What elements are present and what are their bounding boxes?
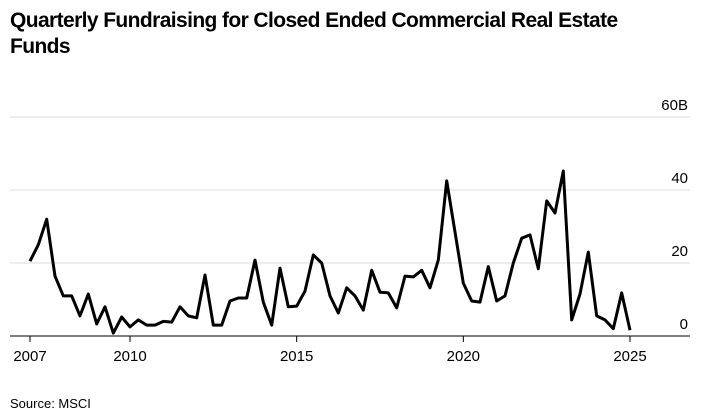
source-note: Source: MSCI	[10, 396, 91, 411]
chart-title: Quarterly Fundraising for Closed Ended C…	[10, 9, 618, 58]
y-tick-label: 20	[671, 243, 688, 260]
x-tick-label: 2025	[613, 348, 646, 365]
x-tick-label: 2010	[113, 348, 146, 365]
x-tick-label: 2015	[280, 348, 313, 365]
x-tick-label: 2020	[447, 348, 480, 365]
x-tick-label: 2007	[13, 348, 46, 365]
y-tick-label: 0	[680, 316, 688, 333]
data-line	[28, 169, 632, 335]
y-tick-label: 40	[671, 170, 688, 187]
y-tick-label: 60B	[661, 97, 688, 114]
